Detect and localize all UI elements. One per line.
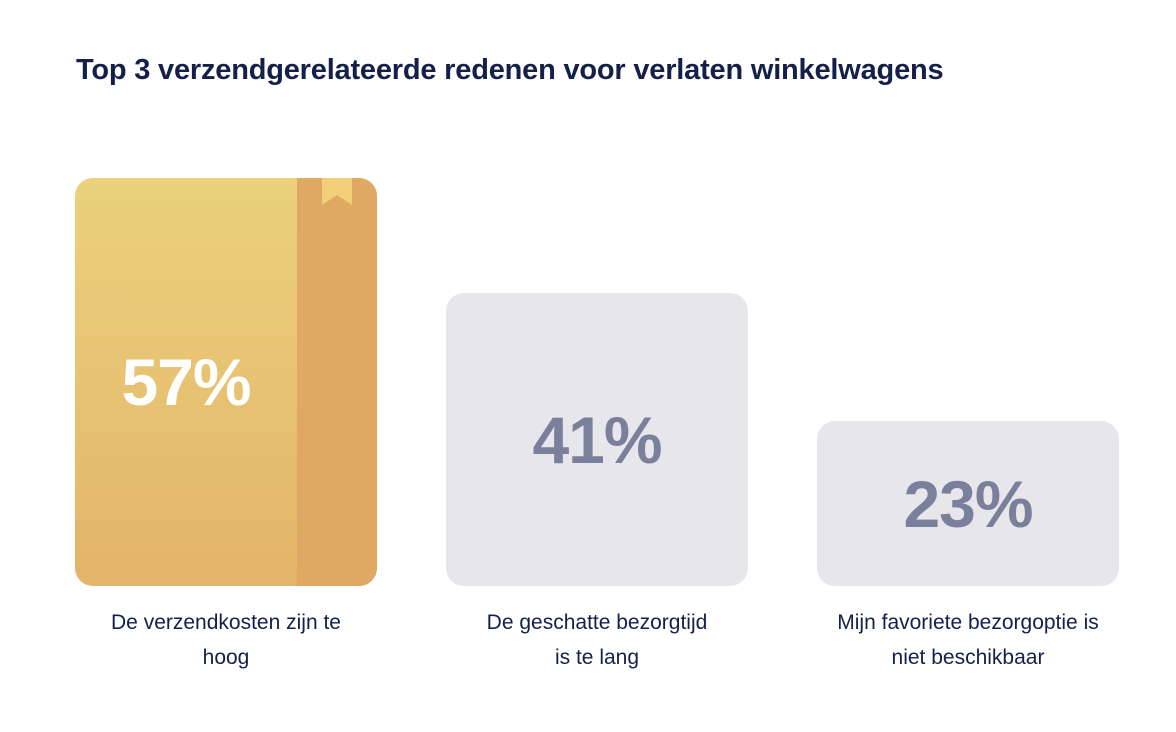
- chart-title: Top 3 verzendgerelateerde redenen voor v…: [76, 54, 944, 86]
- bar-value-label: 23%: [903, 466, 1033, 541]
- category-label: De verzendkosten zijn te hoog: [75, 605, 377, 675]
- category-label: Mijn favoriete bezorgoptie is niet beschi…: [817, 605, 1119, 675]
- bar-value-label: 41%: [532, 402, 662, 477]
- category-label-line: De verzendkosten zijn te: [111, 611, 341, 634]
- category-label-line: hoog: [202, 646, 250, 669]
- bar-3: [817, 421, 1119, 586]
- category-label: De geschatte bezorgtijd is te lang: [446, 605, 748, 675]
- bookmark-icon: [322, 178, 352, 205]
- book-spine: [297, 178, 377, 586]
- bar-value-label: 57%: [121, 345, 251, 419]
- bar-1: [75, 178, 377, 586]
- bar-2: [446, 293, 748, 586]
- category-label-line: De geschatte bezorgtijd: [486, 611, 708, 634]
- category-label-line: niet beschikbaar: [891, 646, 1045, 669]
- category-label-line: is te lang: [554, 646, 640, 669]
- category-label-line: Mijn favoriete bezorgoptie is: [837, 611, 1099, 634]
